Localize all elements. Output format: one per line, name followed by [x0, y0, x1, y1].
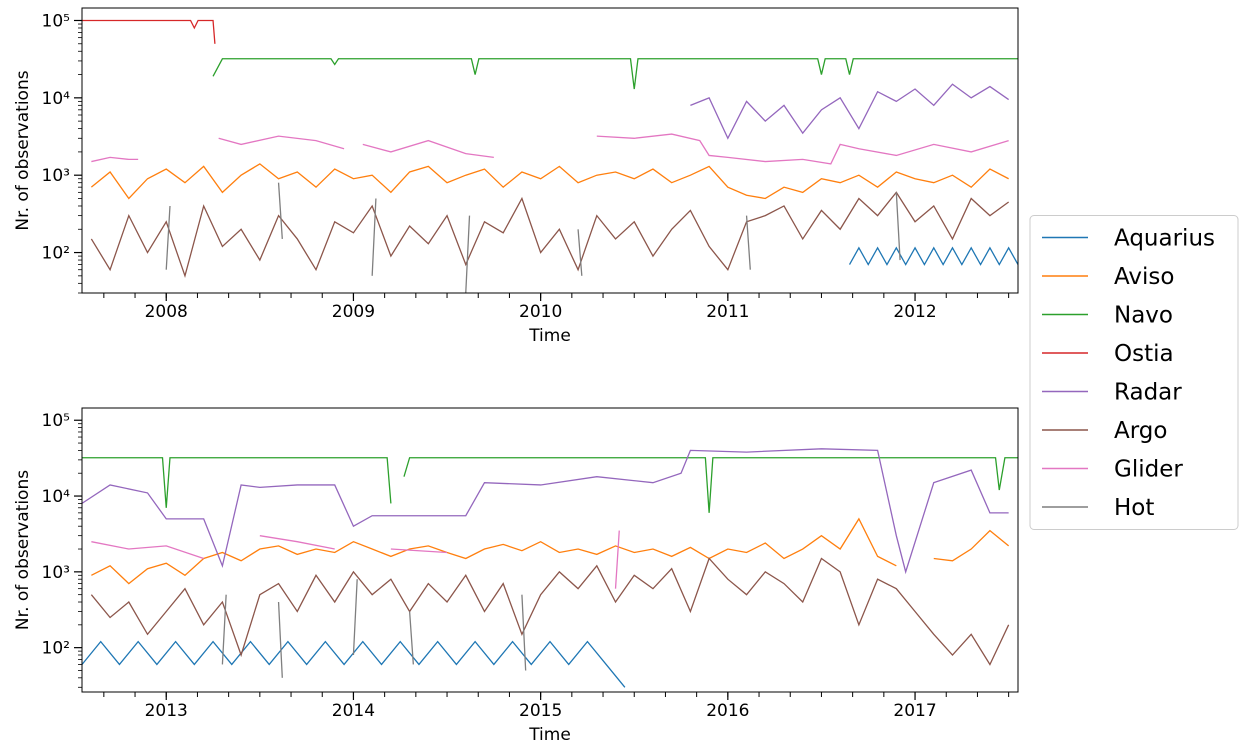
legend-label: Navo	[1114, 303, 1173, 329]
series-line	[91, 133, 1009, 165]
x-tick-label: 2017	[893, 701, 936, 721]
axes-frame	[81, 407, 1019, 693]
x-tick-label: 2008	[145, 302, 188, 322]
x-axis-label: Time	[528, 725, 571, 745]
y-tick-label: 10²	[42, 244, 70, 264]
series-line	[82, 457, 1018, 513]
series-line	[90, 191, 1010, 279]
x-tick-label: 2012	[893, 302, 936, 322]
series-line	[90, 557, 1010, 666]
legend-label: Argo	[1114, 418, 1167, 444]
x-tick-label: 2013	[145, 701, 188, 721]
legend-label: Aviso	[1114, 264, 1174, 290]
series-line	[91, 517, 1010, 585]
legend-label: Glider	[1114, 457, 1183, 483]
series-line	[91, 530, 620, 589]
x-tick-label: 2011	[706, 302, 749, 322]
y-tick-label: 10⁵	[42, 11, 70, 31]
y-axis-label: Nr. of observations	[13, 70, 33, 230]
series-line	[165, 182, 901, 293]
series-line	[690, 83, 1010, 140]
x-tick-label: 2015	[519, 701, 562, 721]
plot-area	[82, 19, 1018, 293]
series-line	[221, 579, 527, 678]
legend-box	[1029, 215, 1239, 530]
legend-label: Hot	[1114, 495, 1154, 521]
x-tick-label: 2016	[706, 701, 749, 721]
y-tick-label: 10⁴	[42, 89, 71, 109]
legend-label: Radar	[1114, 380, 1182, 406]
legend-label: Aquarius	[1114, 226, 1215, 252]
axes-frame	[81, 7, 1019, 294]
series-line	[212, 58, 1018, 90]
y-axis-label: Nr. of observations	[13, 470, 33, 630]
series-line	[848, 246, 1018, 266]
plot-area	[82, 448, 1018, 688]
x-tick-label: 2010	[519, 302, 562, 322]
legend-label: Ostia	[1114, 341, 1174, 367]
y-tick-label: 10⁴	[42, 487, 71, 507]
x-tick-label: 2014	[332, 701, 375, 721]
series-line	[90, 163, 1009, 200]
y-tick-label: 10⁵	[42, 411, 70, 431]
y-tick-label: 10³	[42, 166, 70, 186]
series-line	[82, 448, 1009, 575]
y-tick-label: 10²	[42, 639, 70, 659]
x-tick-label: 2009	[332, 302, 375, 322]
series-line	[82, 19, 216, 44]
x-axis-label: Time	[528, 326, 571, 346]
y-tick-label: 10³	[42, 563, 70, 583]
